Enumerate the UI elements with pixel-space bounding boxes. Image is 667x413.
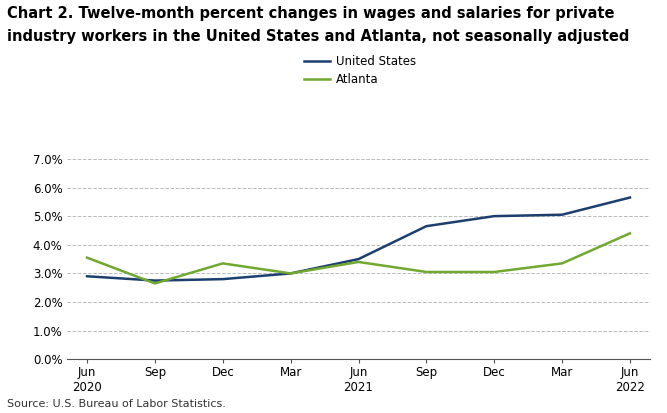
- Text: Source: U.S. Bureau of Labor Statistics.: Source: U.S. Bureau of Labor Statistics.: [7, 399, 225, 409]
- Text: industry workers in the United States and Atlanta, not seasonally adjusted: industry workers in the United States an…: [7, 29, 629, 44]
- Text: Chart 2. Twelve-month percent changes in wages and salaries for private: Chart 2. Twelve-month percent changes in…: [7, 6, 614, 21]
- Legend: United States, Atlanta: United States, Atlanta: [304, 55, 416, 86]
